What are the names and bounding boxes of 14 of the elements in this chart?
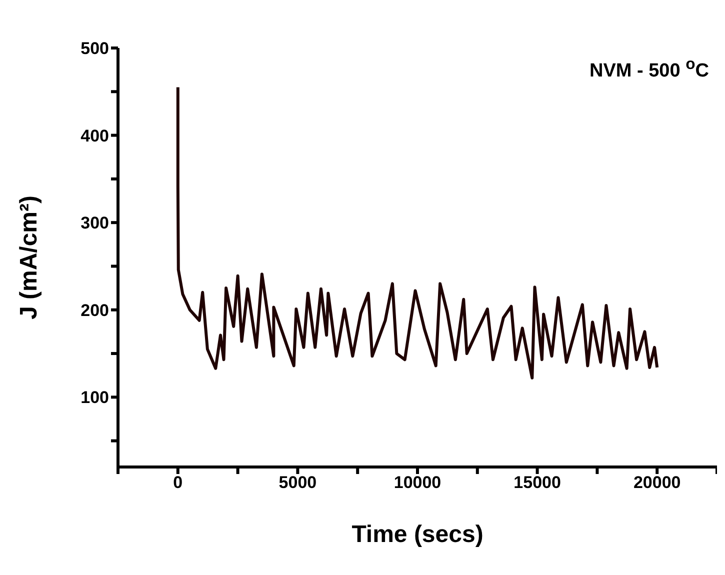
line-series: [176, 86, 659, 380]
x-tick-label: 10000: [394, 473, 442, 492]
y-tick-label: 300: [80, 214, 109, 233]
x-tick-label: 15000: [514, 473, 561, 492]
x-tick-label: 20000: [633, 473, 681, 492]
x-axis-title: Time (secs): [352, 521, 484, 548]
y-tick-label: 100: [80, 388, 109, 408]
y-axis-title: J (mA/cm²): [16, 195, 43, 320]
y-tick-label: 200: [80, 300, 109, 320]
x-tick-label: 5000: [278, 473, 317, 492]
y-tick-label: 400: [80, 126, 109, 146]
y-tick-label: 500: [80, 39, 109, 58]
x-tick-label: 0: [173, 473, 183, 492]
annotation: NVM - 500 $^{o}$C: [590, 56, 709, 82]
